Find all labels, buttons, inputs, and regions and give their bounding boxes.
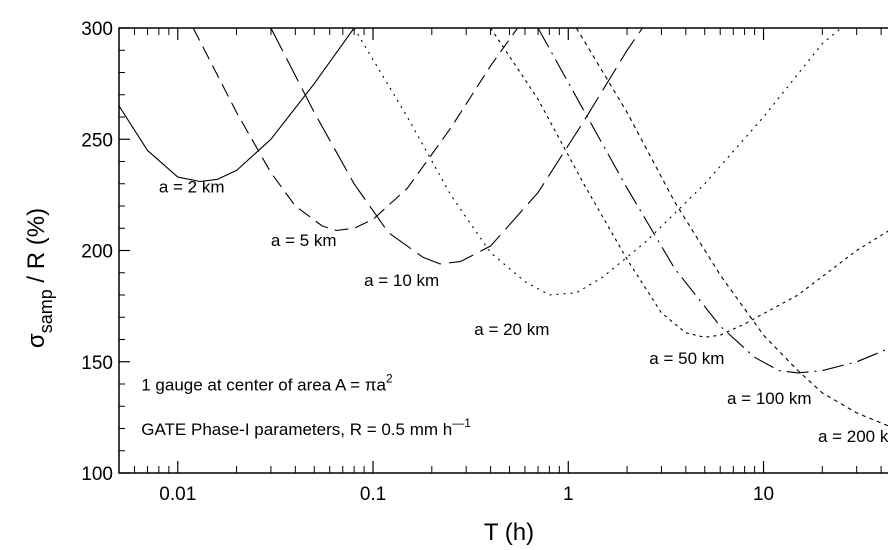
y-tick-label: 250	[81, 130, 113, 151]
y-tick-label: 300	[81, 19, 113, 40]
annotation-text: GATE Phase-I parameters, R = 0.5 mm h	[141, 420, 452, 439]
annotation-1: 1 gauge at center of area A = πa2	[141, 372, 393, 395]
y-tick-label: 150	[81, 353, 113, 374]
series-line-3	[270, 28, 643, 265]
y-tick-label: 200	[81, 242, 113, 263]
series-line-6	[537, 28, 888, 374]
series-line-7	[575, 28, 888, 427]
annotation-2: GATE Phase-I parameters, R = 0.5 mm h—1	[141, 416, 471, 439]
series-label-1: a = 2 km	[159, 178, 225, 197]
exponent: 2	[386, 372, 393, 386]
series-labels: a = 2 km a = 5 km a = 10 km a = 20 km a = 50…	[159, 178, 888, 446]
series-label-2: a = 5 km	[271, 231, 337, 250]
y-label-symbol: σ	[23, 333, 50, 348]
series-label-5: a = 50 km	[649, 349, 724, 368]
series-layer	[119, 28, 888, 427]
series-line-1	[119, 28, 355, 183]
series-label-3: a = 10 km	[364, 271, 439, 290]
pi-symbol: π	[365, 376, 377, 395]
y-label-rest: / R (%)	[23, 208, 50, 289]
annotation-text: 1 gauge at center of area A =	[141, 376, 365, 395]
x-axis-label: T (h)	[484, 519, 534, 546]
exponent: —1	[452, 416, 471, 430]
series-label-4: a = 20 km	[474, 320, 549, 339]
series-label-6: a = 100 km	[727, 389, 812, 408]
x-tick-label: 0.1	[360, 484, 386, 505]
series-label-7: a = 200 km	[818, 427, 888, 446]
x-tick-label: 10	[753, 484, 774, 505]
x-tick-label: 1	[563, 484, 574, 505]
series-line-5	[490, 28, 888, 338]
series-line-4	[353, 28, 842, 296]
y-tick-label: 100	[81, 464, 113, 485]
series-line-2	[192, 28, 519, 232]
annotations: 1 gauge at center of area A = πa2 GATE Ph…	[141, 372, 471, 440]
y-axis-label: σsamp / R (%)	[23, 208, 56, 348]
x-tick-label: 0.01	[159, 484, 196, 505]
axis-ticks: 100 150 200 250 300 0.01 0.1 1 10	[81, 19, 882, 505]
radius-symbol: a	[377, 376, 387, 395]
y-label-subscript: samp	[36, 289, 56, 333]
